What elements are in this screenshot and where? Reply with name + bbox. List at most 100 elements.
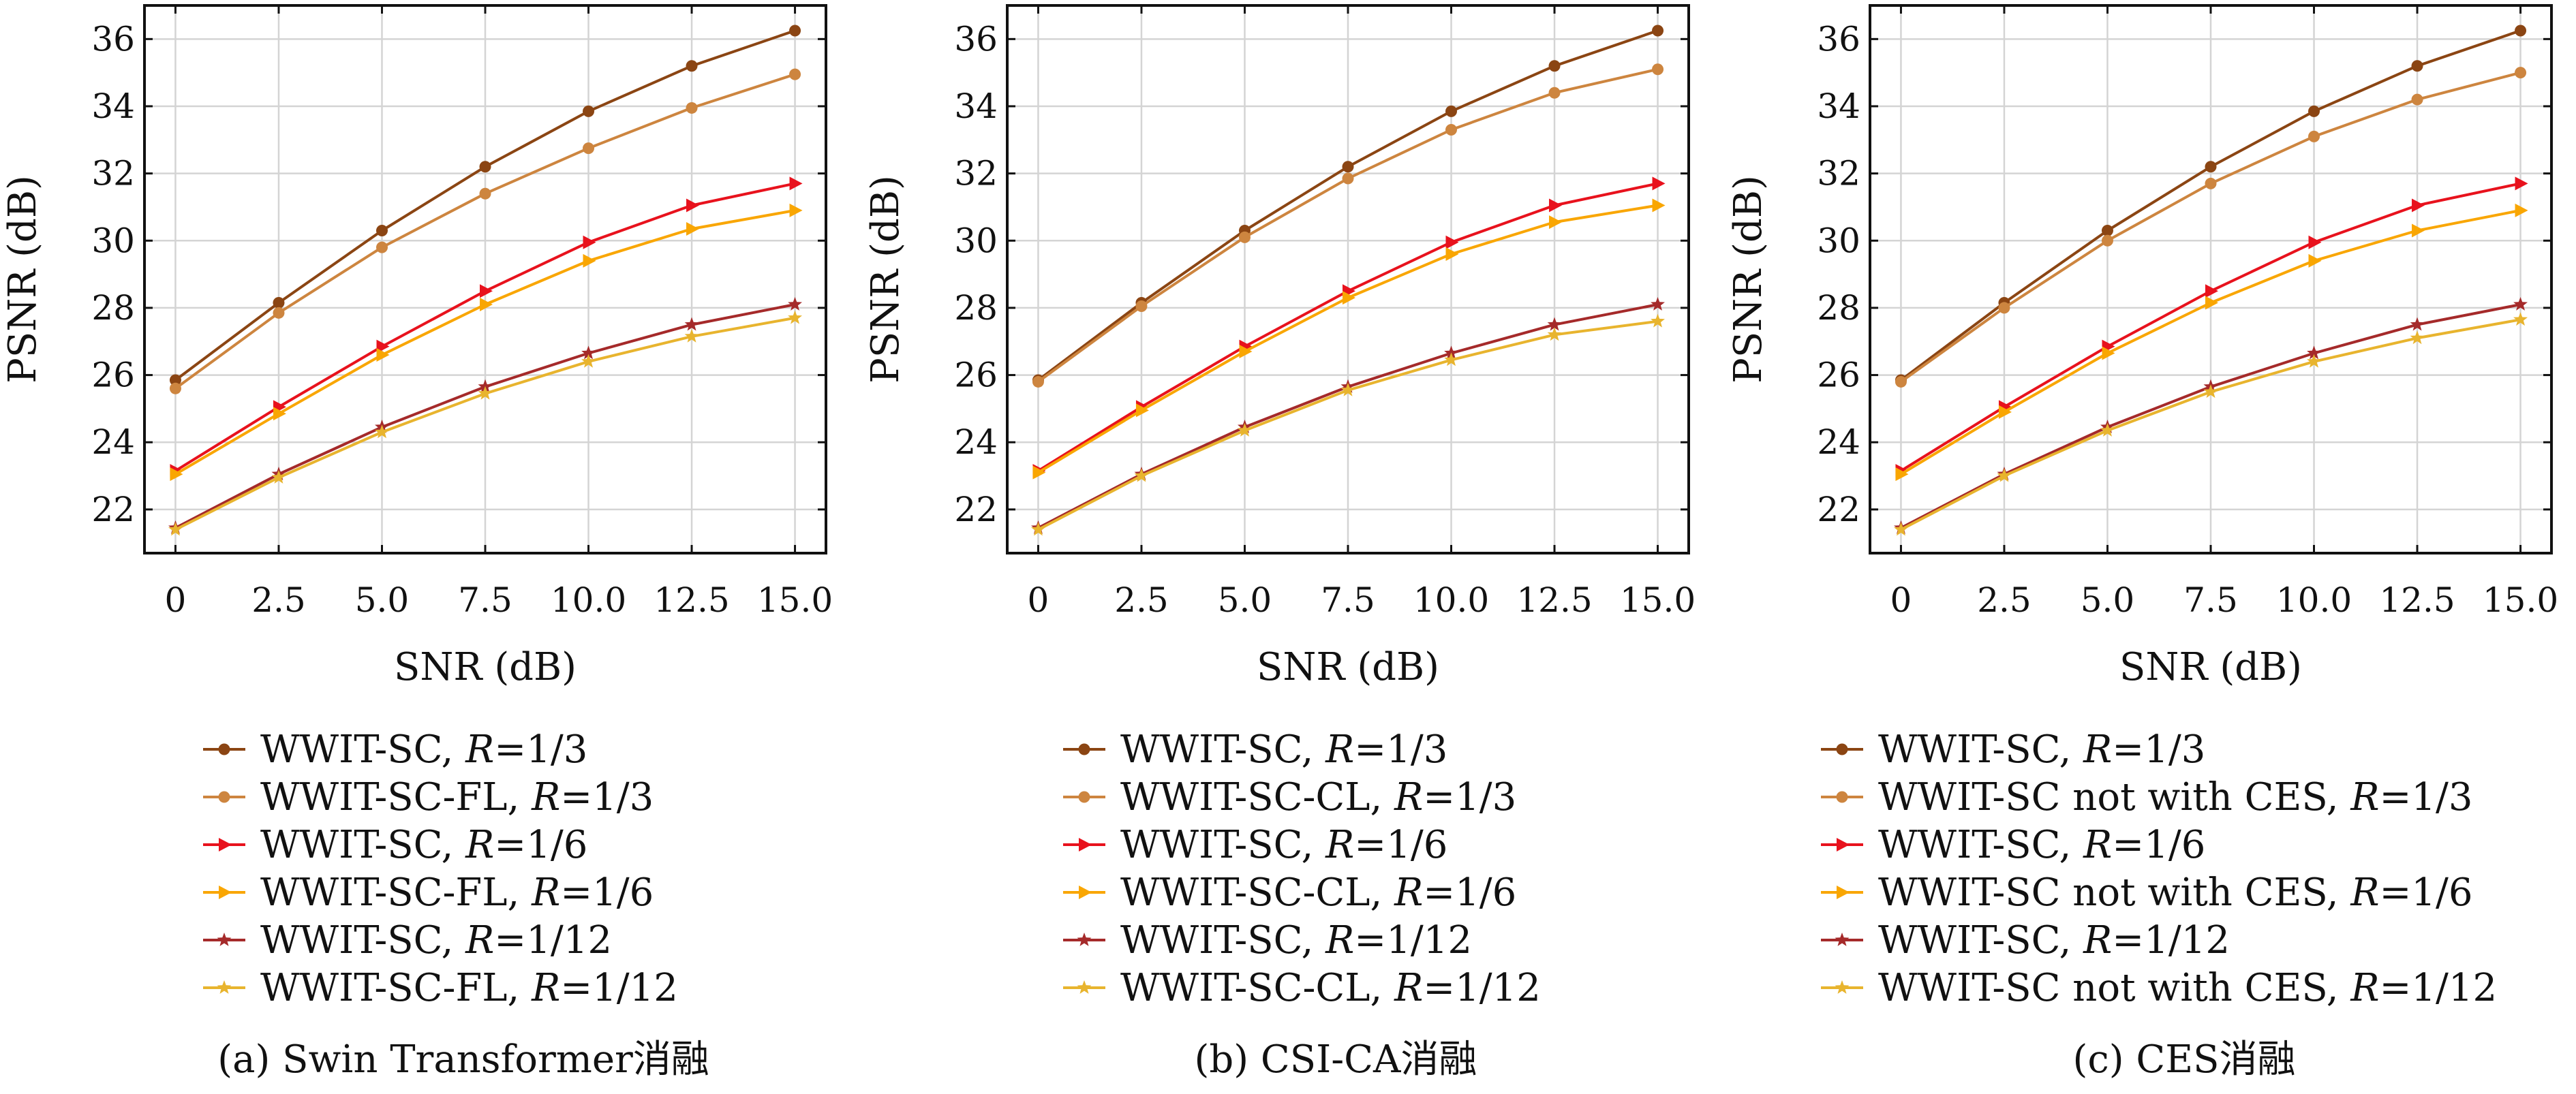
data-point (583, 253, 596, 268)
legend-entry: WWIT-SC, R=1/12 (203, 918, 612, 963)
legend-label: WWIT-SC, R=1/6 (1878, 823, 2205, 867)
data-point (2515, 176, 2528, 191)
x-tick-label: 10.0 (1413, 580, 1489, 620)
y-tick-label: 24 (91, 422, 135, 462)
series-3 (170, 176, 803, 478)
data-point (1894, 522, 1908, 536)
y-tick-label: 32 (91, 154, 135, 193)
y-axis-label: PSNR (dB) (863, 175, 908, 384)
data-point (2205, 284, 2218, 298)
series-3 (1032, 176, 1666, 478)
data-point (2412, 198, 2425, 213)
data-point (1342, 161, 1354, 173)
data-point (2101, 224, 2113, 236)
legend-swatch-marker (217, 980, 232, 994)
data-point (1548, 60, 1561, 72)
data-point (1547, 327, 1562, 341)
data-point (170, 467, 183, 482)
x-tick-label: 15.0 (1620, 580, 1696, 620)
x-axis-label: SNR (dB) (2119, 645, 2302, 689)
y-tick-label: 26 (954, 356, 998, 395)
data-point (2308, 235, 2322, 249)
data-point (581, 345, 596, 360)
x-tick-label: 0 (1028, 580, 1049, 620)
x-tick-label: 7.5 (1321, 580, 1375, 620)
data-point (1031, 522, 1045, 536)
y-tick-label: 26 (91, 356, 135, 395)
data-point (789, 203, 803, 217)
x-axis-label: SNR (dB) (394, 645, 577, 689)
y-tick-label: 36 (954, 19, 998, 59)
data-point (1997, 468, 2012, 482)
data-point (1444, 352, 1458, 366)
data-point (478, 386, 493, 400)
data-point (1652, 176, 1666, 191)
x-tick-label: 0 (1890, 580, 1912, 620)
x-tick-label: 2.5 (251, 580, 306, 620)
y-tick-label: 30 (1817, 221, 1860, 260)
data-point (1343, 291, 1355, 305)
data-point (480, 284, 493, 298)
data-point (2205, 296, 2218, 310)
legend-entry: WWIT-SC, R=1/6 (1063, 823, 1447, 867)
data-point (1549, 215, 1563, 230)
data-point (2102, 346, 2115, 360)
legend-swatch-marker (1836, 791, 1848, 803)
series-6 (168, 310, 802, 536)
chart-panel-3: 22 24 26 28 30 32 34 36 0 2.5 5.0 7.5 10.0 12.5 15.0 SN… (1726, 4, 2558, 1082)
series-1 (169, 25, 801, 386)
legend-label: WWIT-SC, R=1/3 (1120, 728, 1447, 772)
data-point (2410, 317, 2425, 331)
legend-swatch-marker (1078, 791, 1090, 803)
data-point (684, 317, 699, 331)
data-point (273, 307, 285, 319)
legend-entry: WWIT-SC not with CES, R=1/3 (1821, 775, 2473, 819)
y-tick-label: 28 (954, 288, 998, 328)
panel-caption: (a) Swin Transformer消融 (217, 1037, 709, 1082)
data-point (1652, 198, 1666, 213)
data-point (273, 297, 285, 309)
data-point (789, 25, 801, 37)
data-point (2203, 384, 2218, 398)
legend-swatch-marker (1836, 743, 1848, 755)
data-point (2307, 354, 2321, 368)
legend-swatch-marker (1837, 838, 1850, 851)
data-point (2410, 330, 2425, 345)
panel-caption: (c) CES消融 (2073, 1037, 2296, 1082)
data-point (375, 241, 388, 253)
y-tick-label: 32 (954, 154, 998, 193)
data-point (1445, 124, 1458, 136)
legend-label: WWIT-SC-FL, R=1/3 (260, 775, 654, 819)
legend-label: WWIT-SC-CL, R=1/6 (1120, 871, 1516, 915)
y-tick-label: 34 (91, 87, 135, 126)
data-point (375, 424, 389, 439)
data-point (1895, 467, 1909, 482)
y-tick-label: 30 (954, 221, 998, 260)
legend-label: WWIT-SC not with CES, R=1/6 (1878, 871, 2473, 915)
y-tick-label: 28 (1817, 288, 1860, 328)
series-6 (1031, 313, 1665, 536)
legend-entry: WWIT-SC, R=1/12 (1063, 918, 1472, 963)
data-point (686, 60, 698, 72)
x-tick-label: 5.0 (2081, 580, 2135, 620)
data-point (273, 407, 286, 421)
data-point (1651, 313, 1665, 328)
data-point (1238, 423, 1252, 437)
data-point (271, 470, 286, 484)
data-point (788, 310, 802, 324)
legend-swatch-marker (1837, 886, 1850, 899)
legend-label: WWIT-SC, R=1/12 (1878, 918, 2230, 963)
legend-swatch-marker (1077, 980, 1092, 994)
data-point (684, 328, 699, 343)
data-point (583, 105, 595, 117)
data-point (686, 198, 700, 213)
x-tick-label: 5.0 (1218, 580, 1272, 620)
data-point (2513, 312, 2528, 326)
legend-entry: WWIT-SC-FL, R=1/3 (203, 775, 654, 819)
legend-entry: WWIT-SC, R=1/6 (1821, 823, 2205, 867)
x-tick-label: 5.0 (355, 580, 410, 620)
x-tick-label: 12.5 (1516, 580, 1592, 620)
data-point (581, 354, 596, 368)
data-point (788, 297, 802, 311)
